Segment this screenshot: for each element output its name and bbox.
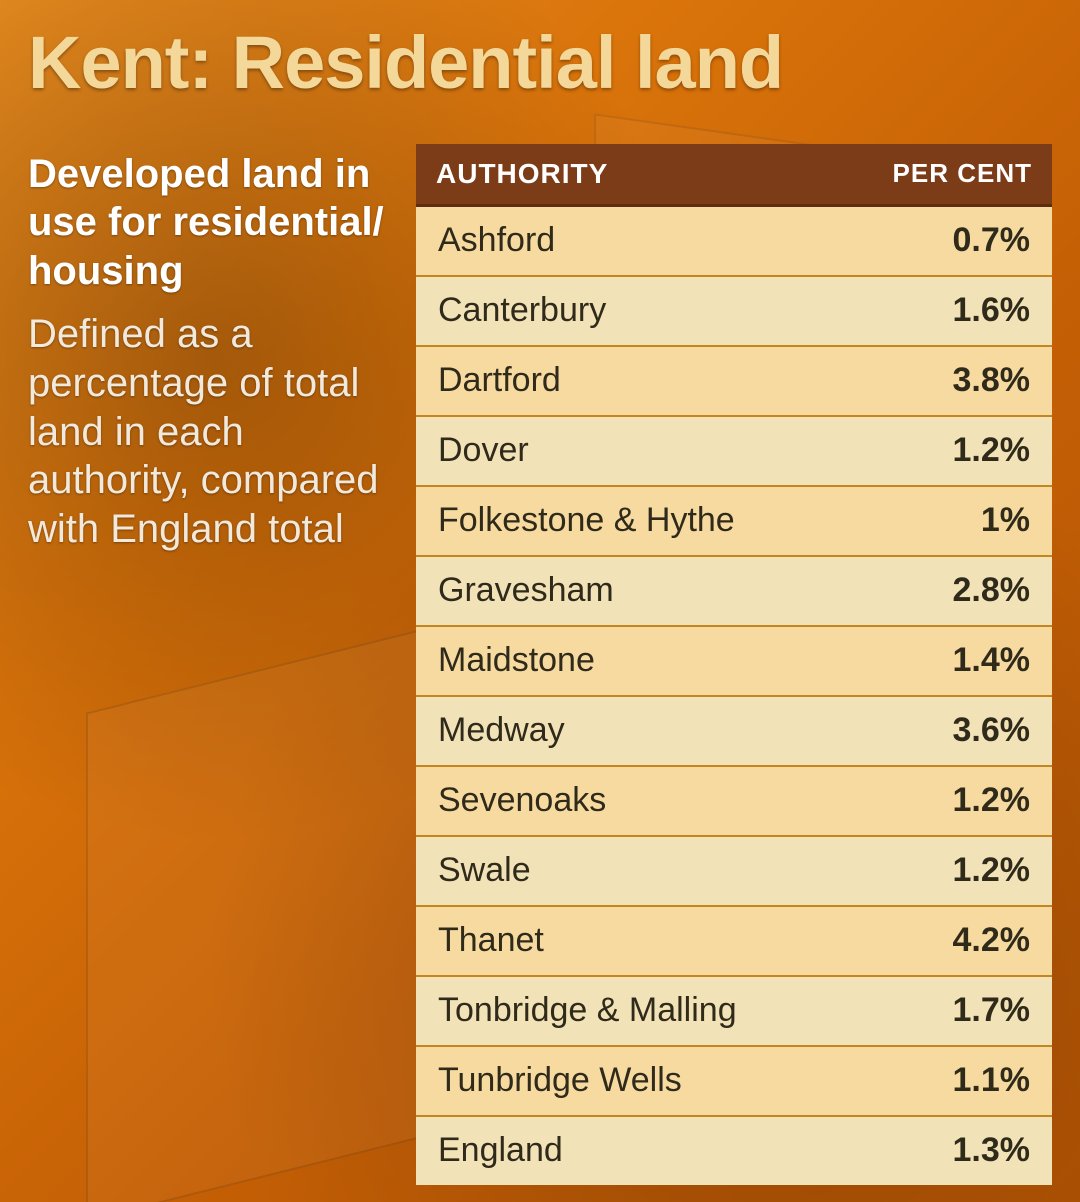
cell-authority: Ashford bbox=[416, 205, 833, 276]
cell-percent: 1.2% bbox=[833, 416, 1052, 486]
col-percent: PER CENT bbox=[833, 144, 1052, 206]
cell-authority: England bbox=[416, 1116, 833, 1185]
cell-percent: 1% bbox=[833, 486, 1052, 556]
table-row: Canterbury1.6% bbox=[416, 276, 1052, 346]
table-row: Sevenoaks1.2% bbox=[416, 766, 1052, 836]
cell-authority: Tunbridge Wells bbox=[416, 1046, 833, 1116]
table-row: Maidstone1.4% bbox=[416, 626, 1052, 696]
table-body: Ashford0.7%Canterbury1.6%Dartford3.8%Dov… bbox=[416, 205, 1052, 1185]
cell-percent: 4.2% bbox=[833, 906, 1052, 976]
table-row: Ashford0.7% bbox=[416, 205, 1052, 276]
cell-percent: 1.4% bbox=[833, 626, 1052, 696]
description-sub: Defined as a percentage of total land in… bbox=[28, 310, 398, 554]
cell-authority: Dover bbox=[416, 416, 833, 486]
table-row: Medway3.6% bbox=[416, 696, 1052, 766]
col-authority: AUTHORITY bbox=[416, 144, 833, 206]
cell-percent: 1.3% bbox=[833, 1116, 1052, 1185]
cell-authority: Medway bbox=[416, 696, 833, 766]
description-lead: Developed land in use for residential/ h… bbox=[28, 150, 398, 296]
cell-percent: 0.7% bbox=[833, 205, 1052, 276]
cell-percent: 3.8% bbox=[833, 346, 1052, 416]
table-header: AUTHORITY PER CENT bbox=[416, 144, 1052, 206]
infographic-panel: Kent: Residential land Developed land in… bbox=[0, 0, 1080, 1185]
description-block: Developed land in use for residential/ h… bbox=[28, 144, 398, 554]
table-row: Swale1.2% bbox=[416, 836, 1052, 906]
cell-authority: Canterbury bbox=[416, 276, 833, 346]
cell-percent: 3.6% bbox=[833, 696, 1052, 766]
table-row: Thanet4.2% bbox=[416, 906, 1052, 976]
page-title: Kent: Residential land bbox=[28, 24, 1052, 102]
table-row: Gravesham2.8% bbox=[416, 556, 1052, 626]
cell-authority: Gravesham bbox=[416, 556, 833, 626]
cell-authority: Thanet bbox=[416, 906, 833, 976]
cell-percent: 1.6% bbox=[833, 276, 1052, 346]
cell-percent: 1.1% bbox=[833, 1046, 1052, 1116]
cell-percent: 1.2% bbox=[833, 836, 1052, 906]
data-table-wrap: AUTHORITY PER CENT Ashford0.7%Canterbury… bbox=[416, 144, 1052, 1185]
cell-percent: 1.7% bbox=[833, 976, 1052, 1046]
cell-authority: Sevenoaks bbox=[416, 766, 833, 836]
table-row: Tunbridge Wells1.1% bbox=[416, 1046, 1052, 1116]
table-row: Dartford3.8% bbox=[416, 346, 1052, 416]
table-row: Dover1.2% bbox=[416, 416, 1052, 486]
cell-authority: Dartford bbox=[416, 346, 833, 416]
layout-row: Developed land in use for residential/ h… bbox=[28, 144, 1052, 1185]
cell-percent: 1.2% bbox=[833, 766, 1052, 836]
table-row: England1.3% bbox=[416, 1116, 1052, 1185]
cell-authority: Swale bbox=[416, 836, 833, 906]
cell-authority: Tonbridge & Malling bbox=[416, 976, 833, 1046]
cell-percent: 2.8% bbox=[833, 556, 1052, 626]
table-row: Folkestone & Hythe1% bbox=[416, 486, 1052, 556]
cell-authority: Maidstone bbox=[416, 626, 833, 696]
cell-authority: Folkestone & Hythe bbox=[416, 486, 833, 556]
data-table: AUTHORITY PER CENT Ashford0.7%Canterbury… bbox=[416, 144, 1052, 1185]
table-row: Tonbridge & Malling1.7% bbox=[416, 976, 1052, 1046]
